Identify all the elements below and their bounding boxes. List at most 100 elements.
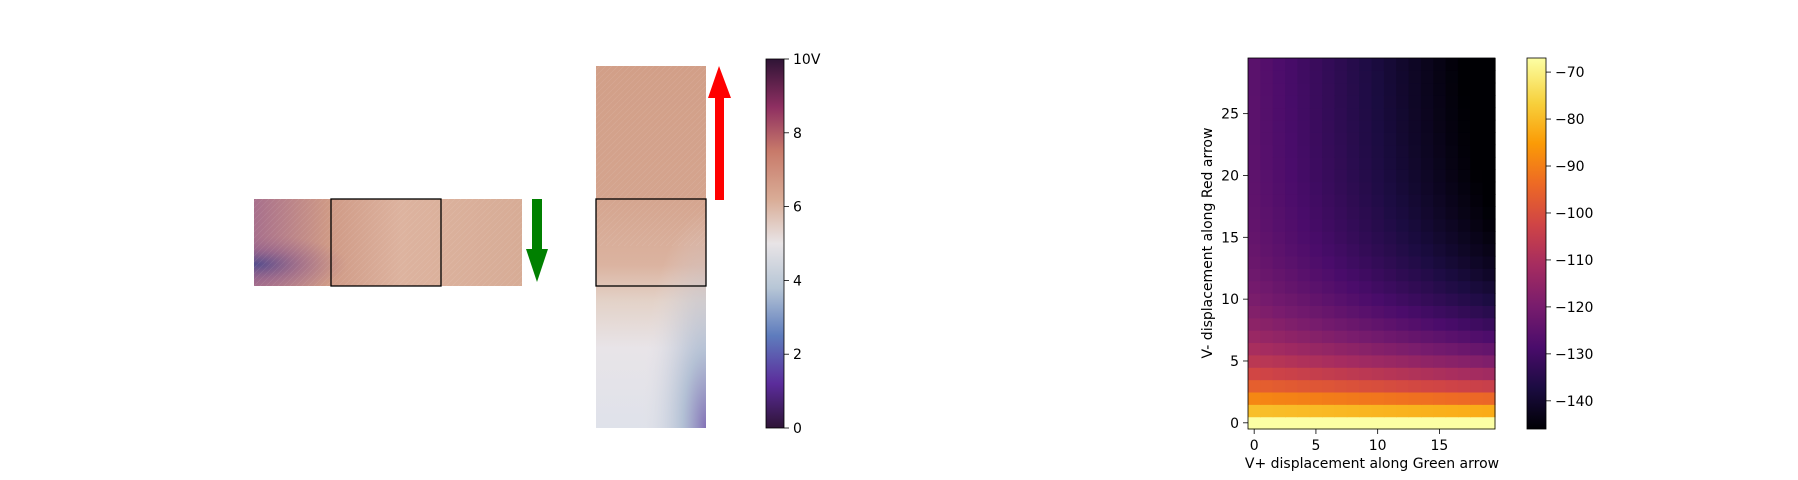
heatmap-cell	[1420, 416, 1434, 430]
heatmap-cell	[1383, 70, 1397, 84]
heatmap-cell	[1420, 144, 1434, 158]
heatmap-cell	[1248, 107, 1261, 121]
heatmap-cell	[1346, 379, 1360, 393]
heatmap-cell	[1346, 255, 1360, 269]
heatmap-cell	[1445, 305, 1459, 319]
potential-colorbar: 0 2 4 6 8 10V	[765, 52, 821, 437]
heatmap-cell	[1433, 132, 1447, 146]
heatmap-cell	[1457, 416, 1471, 430]
heatmap-cell	[1297, 305, 1311, 319]
heatmap-cell	[1433, 70, 1447, 84]
heatmap-cell	[1297, 391, 1311, 405]
heatmap-cell	[1272, 280, 1286, 294]
heatmap-cell	[1346, 342, 1360, 356]
heatmap-cell	[1322, 330, 1336, 344]
heatmap-cell	[1396, 144, 1410, 158]
heatmap-cell	[1260, 305, 1274, 319]
heatmap-cell	[1285, 404, 1298, 418]
heatmap-cell	[1433, 181, 1447, 195]
heatmap-cell	[1260, 317, 1274, 331]
heatmap-cell	[1408, 379, 1422, 393]
heatmap-cell	[1420, 280, 1434, 294]
heatmap-cell	[1433, 107, 1447, 121]
heatmap-cell	[1408, 70, 1422, 84]
heatmap-cell	[1408, 206, 1422, 220]
heatmap-cell	[1297, 367, 1311, 381]
red-arrow	[708, 66, 731, 200]
heatmap-cell	[1396, 169, 1410, 183]
heatmap-cell	[1334, 218, 1348, 232]
heatmap-cell	[1383, 156, 1397, 170]
heatmap-cell	[1457, 268, 1471, 282]
heatmap-cell	[1272, 416, 1286, 430]
heatmap-cell	[1359, 194, 1373, 207]
heatmap-cell	[1371, 404, 1385, 418]
heatmap-cell	[1445, 169, 1459, 183]
heatmap-cell	[1346, 82, 1360, 96]
heatmap-cell	[1248, 194, 1261, 207]
heatmap-cell	[1322, 305, 1336, 319]
heatmap-cell	[1248, 280, 1261, 294]
heatmap-cell	[1334, 354, 1348, 368]
heatmap-cell	[1396, 317, 1410, 331]
heatmap-cell	[1334, 367, 1348, 381]
heatmap-cell	[1420, 58, 1434, 71]
heatmap-cell	[1408, 169, 1422, 183]
heatmap-cell	[1260, 206, 1274, 220]
heatmap-cell	[1322, 255, 1336, 269]
heatmap-cell	[1383, 119, 1397, 133]
potential-colorbar-tick-label: 4	[793, 273, 802, 289]
heatmap-cell	[1371, 243, 1385, 257]
heatmap-cell	[1309, 82, 1323, 96]
heatmap-cell	[1272, 119, 1286, 133]
heatmap-cell	[1383, 218, 1397, 232]
heatmap-cell	[1309, 95, 1323, 109]
heatmap-cell	[1445, 416, 1459, 430]
heatmap-cell	[1470, 268, 1484, 282]
heatmap-cell	[1383, 292, 1397, 306]
heatmap-cell	[1322, 132, 1336, 146]
heatmap-x-tick-label: 5	[1311, 438, 1320, 454]
heatmap-cell	[1482, 70, 1496, 84]
potential-colorbar-tick-label: 6	[793, 200, 802, 216]
heatmap-cell	[1457, 391, 1471, 405]
heatmap-cell	[1383, 231, 1397, 245]
heatmap-cell	[1482, 144, 1496, 158]
heatmap-cell	[1445, 206, 1459, 220]
heatmap-cell	[1334, 156, 1348, 170]
heatmap-cell	[1445, 255, 1459, 269]
heatmap-cell	[1383, 391, 1397, 405]
heatmap-cell	[1445, 354, 1459, 368]
heatmap-cell	[1260, 255, 1274, 269]
heatmap-cell	[1396, 391, 1410, 405]
heatmap-colorbar: −70 −80 −90 −100 −110 −120 −130 −140	[1526, 57, 1593, 430]
heatmap-cell	[1396, 70, 1410, 84]
heatmap-cell	[1309, 70, 1323, 84]
heatmap-cell	[1433, 82, 1447, 96]
heatmap-cell	[1457, 206, 1471, 220]
heatmap-cell	[1371, 317, 1385, 331]
heatmap-cell	[1470, 330, 1484, 344]
heatmap-cell	[1297, 95, 1311, 109]
heatmap-cell	[1445, 330, 1459, 344]
heatmap-cell	[1285, 194, 1298, 207]
heatmap-cell	[1383, 342, 1397, 356]
heatmap-cell	[1260, 156, 1274, 170]
heatmap-cell	[1346, 416, 1360, 430]
heatmap-cell	[1371, 292, 1385, 306]
heatmap-cell	[1297, 82, 1311, 96]
heatmap-cell	[1457, 70, 1471, 84]
heatmap-cell	[1371, 70, 1385, 84]
heatmap-cell	[1334, 82, 1348, 96]
heatmap-cell	[1248, 367, 1261, 381]
heatmap-cell	[1396, 354, 1410, 368]
heatmap-cell	[1408, 342, 1422, 356]
heatmap-cell	[1371, 379, 1385, 393]
heatmap-cell	[1346, 280, 1360, 294]
heatmap-cell	[1383, 243, 1397, 257]
heatmap-cell	[1248, 119, 1261, 133]
heatmap-cell	[1285, 330, 1298, 344]
heatmap-cell	[1297, 280, 1311, 294]
heatmap-cell	[1285, 391, 1298, 405]
heatmap-cell	[1457, 119, 1471, 133]
